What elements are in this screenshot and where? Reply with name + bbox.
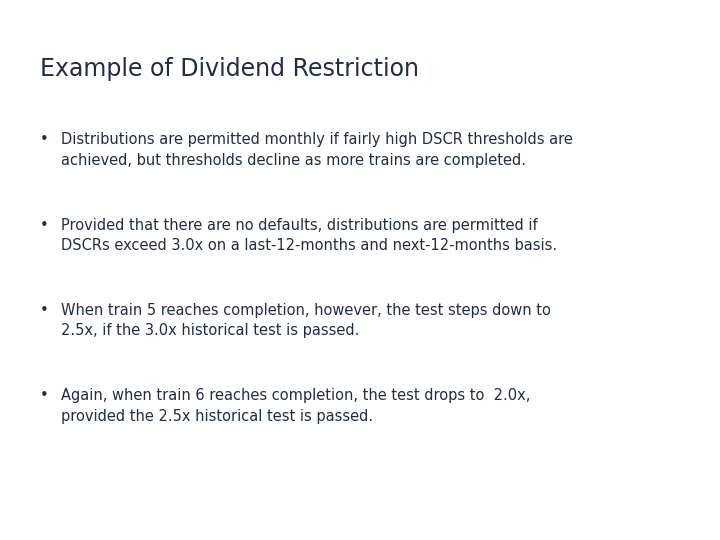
- Text: Again, when train 6 reaches completion, the test drops to  2.0x,
provided the 2.: Again, when train 6 reaches completion, …: [61, 388, 531, 424]
- Text: Distributions are permitted monthly if fairly high DSCR thresholds are
achieved,: Distributions are permitted monthly if f…: [61, 132, 573, 168]
- Text: •: •: [40, 388, 48, 403]
- Text: •: •: [40, 303, 48, 318]
- Text: •: •: [40, 132, 48, 147]
- Text: When train 5 reaches completion, however, the test steps down to
2.5x, if the 3.: When train 5 reaches completion, however…: [61, 303, 551, 339]
- Text: Provided that there are no defaults, distributions are permitted if
DSCRs exceed: Provided that there are no defaults, dis…: [61, 218, 557, 253]
- Text: •: •: [40, 218, 48, 233]
- Text: Example of Dividend Restriction: Example of Dividend Restriction: [40, 57, 418, 80]
